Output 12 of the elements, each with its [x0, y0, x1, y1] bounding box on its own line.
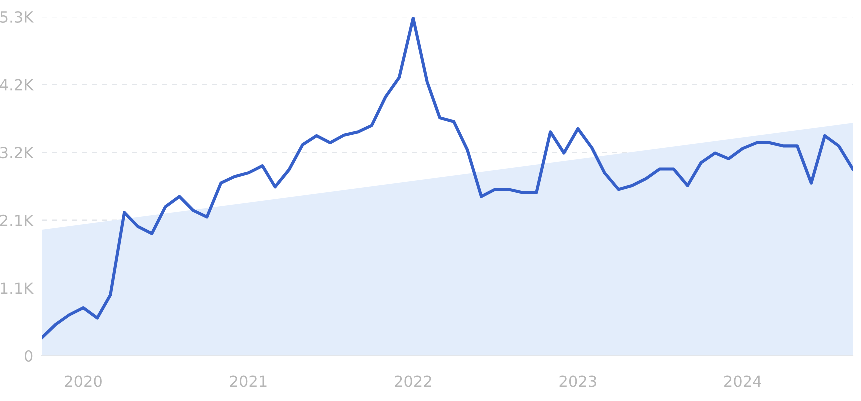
- y-tick-label: 4.2K: [0, 79, 34, 91]
- x-tick-label: 2024: [724, 376, 762, 388]
- x-tick-label: 2020: [65, 376, 102, 388]
- y-tick-label: 5.3K: [0, 11, 34, 24]
- y-tick-label: 0: [24, 350, 33, 362]
- x-tick-label: 2021: [230, 376, 267, 388]
- y-tick-label: 1.1K: [1, 282, 34, 294]
- x-tick-label: 2022: [395, 376, 432, 388]
- line-series: [42, 17, 853, 340]
- x-tick-label: 2023: [560, 376, 596, 388]
- y-tick-label: 3.2K: [0, 147, 34, 159]
- y-tick-label: 2.1K: [0, 214, 34, 226]
